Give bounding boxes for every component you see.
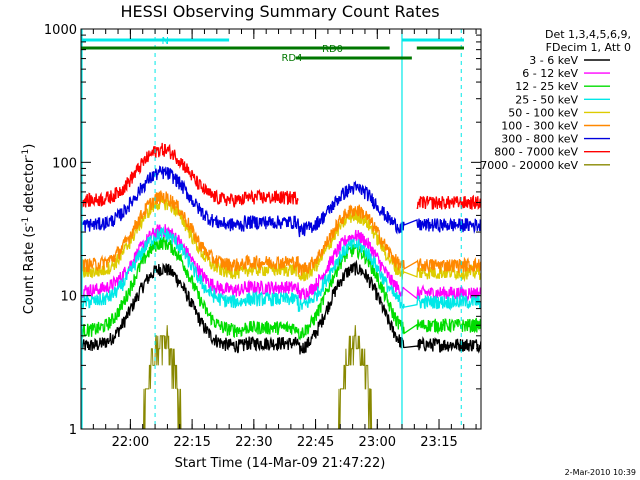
y-axis-label-part2: detector xyxy=(22,157,37,217)
y-axis-label-part1: Count Rate (s xyxy=(22,226,37,315)
flag-bar-label-2: RD4 xyxy=(281,53,302,64)
y-tick-label-3: 1000 xyxy=(44,23,77,38)
flags-layer: N RD0 RD4 xyxy=(81,29,464,429)
legend-label-0: 3 - 6 keV xyxy=(529,54,578,67)
series-line-5 xyxy=(81,190,482,276)
x-tick-label-5: 23:15 xyxy=(420,435,457,450)
y-axis-label-sup1: -1 xyxy=(21,217,31,226)
legend-label-8: 7000 - 20000 keV xyxy=(480,159,578,172)
x-tick-label-3: 22:45 xyxy=(297,435,334,450)
legend-header-1: Det 1,3,4,5,6,9, xyxy=(545,28,631,41)
y-tick-label-1: 10 xyxy=(60,290,77,305)
series-line-2 xyxy=(81,236,482,341)
x-tick-label-4: 23:00 xyxy=(359,435,396,450)
x-tick-label-1: 22:15 xyxy=(173,435,210,450)
legend-label-3: 25 - 50 keV xyxy=(515,93,578,106)
legend-label-1: 6 - 12 keV xyxy=(522,67,578,80)
series-line-6 xyxy=(81,165,482,238)
series-line-0 xyxy=(81,259,482,355)
y-tick-label-2: 100 xyxy=(52,156,77,171)
series-line-1 xyxy=(81,224,482,302)
chart-title: HESSI Observing Summary Count Rates xyxy=(120,2,439,21)
legend-label-5: 100 - 300 keV xyxy=(501,120,578,133)
series-line-7-1 xyxy=(416,194,482,211)
flag-bar-label-1: RD0 xyxy=(322,44,343,55)
legend-label-6: 300 - 800 keV xyxy=(501,133,578,146)
legend-header-2: FDecim 1, Att 0 xyxy=(546,41,631,54)
plot-frame xyxy=(80,28,482,430)
y-axis-label-sup2: -1 xyxy=(21,149,31,158)
y-axis-label: Count Rate (s-1 detector-1) xyxy=(21,144,37,315)
y-tick-label-0: 1 xyxy=(69,423,77,438)
series-layer xyxy=(81,142,482,430)
legend: Det 1,3,4,5,6,9, FDecim 1, Att 0 3 - 6 k… xyxy=(480,28,631,172)
series-line-7-0 xyxy=(81,142,299,208)
axes-layer: 1 10 100 1000 22:00 22:15 22:30 22:45 23:00 23:15 xyxy=(44,23,482,450)
x-tick-label-2: 22:30 xyxy=(235,435,272,450)
legend-label-7: 800 - 7000 keV xyxy=(494,146,578,159)
legend-label-4: 50 - 100 keV xyxy=(508,106,578,119)
legend-label-2: 12 - 25 keV xyxy=(515,80,578,93)
y-axis-label-part3: ) xyxy=(22,144,37,149)
x-axis-label: Start Time (14-Mar-09 21:47:22) xyxy=(175,456,386,471)
x-tick-label-0: 22:00 xyxy=(112,435,149,450)
series-line-3 xyxy=(81,226,482,312)
timestamp: 2-Mar-2010 10:39 xyxy=(565,468,636,477)
flag-bar-label-0: N xyxy=(162,36,169,47)
